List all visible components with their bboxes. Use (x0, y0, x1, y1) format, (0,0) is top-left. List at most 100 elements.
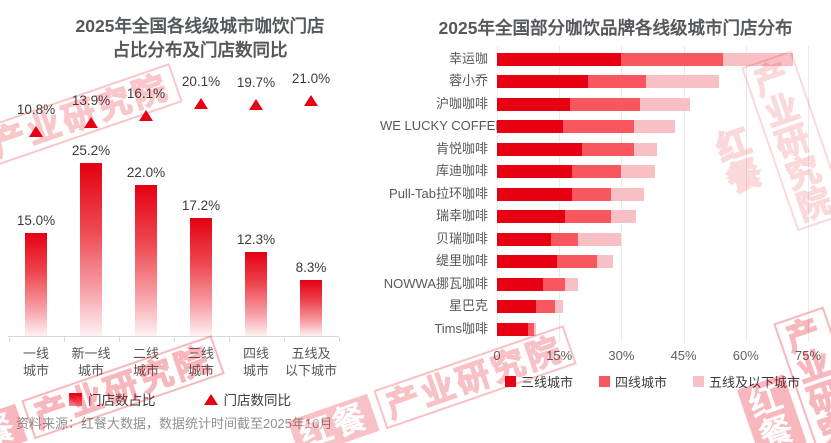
x-tick-label: 45% (670, 348, 697, 363)
bar (135, 185, 157, 337)
bar-segment (550, 232, 578, 246)
category-label-line: 以下城市 (284, 362, 337, 378)
bar (190, 218, 212, 337)
brand-label: 瑞幸咖啡 (435, 208, 488, 223)
bar-segment (497, 164, 572, 178)
bar-segment (633, 142, 657, 156)
x-axis-tick (228, 337, 230, 342)
brand-label: Tims咖啡 (434, 321, 488, 336)
category-label: 三线 城市 (166, 346, 236, 380)
bar-value-label: 25.2% (71, 143, 111, 158)
category-label: 二线 城市 (111, 346, 181, 380)
brand-distribution-chart: 2025年全国部分咖饮品牌各线级城市门店分布 0 15% 30% 45% 60% 75% 幸… (380, 0, 831, 443)
bar-value-label: 12.3% (236, 232, 276, 247)
bar-value-label: 22.0% (126, 165, 166, 180)
bar-value-label: 17.2% (181, 198, 221, 213)
bar-segment (497, 74, 589, 88)
yoy-value-label: 13.9% (71, 93, 111, 108)
stacked-bar (497, 299, 564, 313)
bar-segment (571, 164, 622, 178)
yoy-value-label: 10.8% (16, 102, 56, 117)
category-label-line: 城市 (242, 362, 269, 378)
bar-segment (722, 52, 794, 66)
legend-swatch-icon (598, 376, 610, 387)
bar-segment (497, 254, 558, 268)
x-axis-tick (118, 337, 120, 342)
bar-segment (611, 187, 645, 201)
stacked-bar (497, 254, 614, 268)
source-note: 资料来源：红餐大数据，数据统计时间截至2025年10月 (16, 416, 333, 431)
yoy-triangle-icon (84, 117, 98, 128)
x-tick-label: 15% (546, 348, 573, 363)
brand-label: WE LUCKY COFFEE (380, 118, 505, 133)
bar (245, 252, 267, 337)
category-label-line: 城市 (77, 362, 104, 378)
bar (80, 163, 102, 337)
left-chart-title-line1: 2025年全国各线级城市咖饮门店 (75, 16, 325, 36)
category-label: 五线及 以下城市 (276, 346, 346, 380)
bar-segment (621, 52, 723, 66)
right-chart-legend: 三线城市 四线城市 五线及以下城市 (497, 372, 808, 391)
legend-label: 三线城市 (520, 375, 573, 390)
stacked-bar (497, 142, 657, 156)
bar-segment (569, 97, 641, 111)
yoy-triangle-icon (194, 98, 208, 109)
yoy-triangle-icon (29, 126, 43, 137)
bar-segment (611, 209, 636, 223)
category-label-line: 四线 (242, 346, 269, 361)
bar-segment (497, 187, 572, 201)
legend-label: 门店数占比 (88, 393, 156, 408)
brand-label: 蓉小乔 (448, 73, 488, 88)
bar-segment (497, 142, 582, 156)
bar-segment (534, 322, 537, 336)
grid-line (808, 46, 809, 342)
category-label-line: 新一线 (71, 346, 111, 361)
x-axis-line (8, 336, 339, 337)
x-tick-label: 75% (794, 348, 822, 363)
bar-segment (528, 322, 535, 336)
bar-segment (542, 277, 566, 291)
category-label-line: 城市 (187, 362, 214, 378)
yoy-triangle-icon (139, 110, 153, 121)
bar-segment (555, 299, 564, 313)
bar-segment (536, 299, 556, 313)
bar-segment (565, 277, 578, 291)
bar-segment (582, 142, 634, 156)
bar (25, 233, 47, 337)
grid-line (745, 46, 747, 342)
category-label-line: 城市 (132, 362, 159, 378)
stacked-bar (497, 52, 794, 66)
brand-label: 贝瑞咖啡 (435, 231, 488, 246)
brand-label: 幸运咖 (448, 51, 488, 66)
bar-segment (640, 97, 690, 111)
bar-segment (577, 232, 622, 246)
brand-label: 沪咖咖啡 (435, 96, 488, 111)
left-chart-legend: 门店数占比 门店数同比 (0, 389, 360, 409)
bar-segment (596, 254, 614, 268)
bar-segment (497, 52, 622, 66)
brand-label: 缇里咖啡 (435, 253, 488, 268)
brand-label: Pull-Tab拉环咖啡 (389, 186, 488, 201)
x-axis-tick (283, 337, 285, 342)
legend-swatch-icon (693, 376, 704, 387)
brand-label: 库迪咖啡 (435, 163, 488, 178)
stacked-bar (497, 277, 578, 291)
legend-item: 五线及以下城市 (693, 372, 800, 391)
brand-label: 肯悦咖啡 (435, 141, 488, 156)
bar-segment (565, 209, 612, 223)
grid-line (683, 46, 685, 342)
x-tick-label: 60% (732, 348, 759, 363)
legend-label: 门店数同比 (223, 393, 292, 408)
bar-segment (557, 254, 597, 268)
legend-item-store-share: 门店数占比 (69, 389, 156, 409)
bar-segment (497, 277, 543, 291)
brand-label: NOWWA挪瓦咖啡 (383, 276, 488, 291)
brand-chart-plot: 0 15% 30% 45% 60% 75% 幸运咖蓉小乔沪咖咖啡 WE LUCKY COFFE… (380, 46, 831, 363)
x-axis-tick (8, 337, 10, 342)
x-tick-label: 30% (608, 348, 635, 363)
x-tick-label: 0 (493, 348, 501, 363)
triangle-legend-swatch-icon (203, 393, 218, 405)
stacked-bar (497, 232, 622, 246)
bar-value-label: 8.3% (295, 260, 327, 275)
